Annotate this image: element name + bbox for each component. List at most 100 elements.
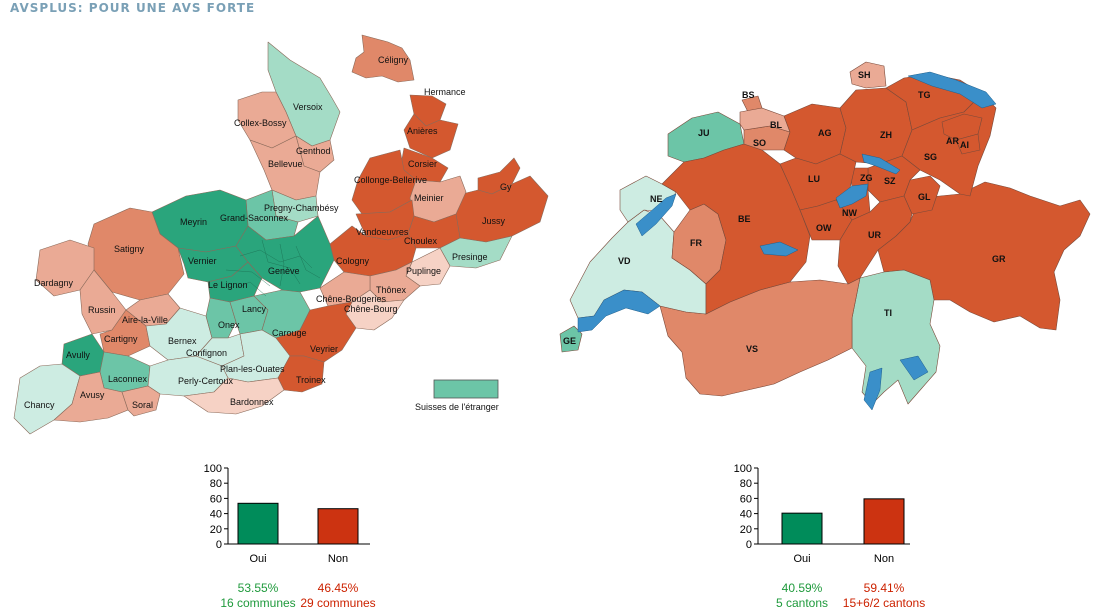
- commune-laconnex[interactable]: [99, 351, 151, 393]
- canton-ti[interactable]: [851, 269, 941, 405]
- label-le-lignon: Le Lignon: [208, 280, 248, 290]
- commune-soral[interactable]: [121, 385, 161, 417]
- category-label: Oui: [249, 553, 266, 565]
- label-laconnex: Laconnex: [108, 374, 148, 384]
- label-veyrier: Veyrier: [310, 344, 338, 354]
- canton-label-ti: TI: [884, 308, 892, 318]
- label-genthod: Genthod: [296, 146, 331, 156]
- label-aire-la-ville: Aire-la-Ville: [122, 315, 168, 325]
- y-tick-label: 0: [216, 539, 222, 551]
- canton-label-be: BE: [738, 214, 751, 224]
- lake-maggiore: [863, 367, 883, 411]
- y-tick-label: 100: [204, 463, 222, 475]
- canton-ai[interactable]: [955, 133, 981, 155]
- canton-label-sh: SH: [858, 70, 871, 80]
- commune-cologny[interactable]: [329, 225, 417, 277]
- label-hermance: Hermance: [424, 87, 466, 97]
- label-troinex: Troinex: [296, 375, 326, 385]
- label-russin: Russin: [88, 305, 116, 315]
- lake-leman: [577, 289, 661, 333]
- swiss-map: BS SH TG JU BL AG ZH SO AR AI SG ZG LU S…: [559, 61, 1091, 411]
- count-label: 16 communes: [220, 596, 295, 610]
- label-vandoeuvres: Vandoeuvres: [356, 227, 409, 237]
- commune-celigny[interactable]: [351, 34, 415, 83]
- label-choulex: Choulex: [404, 236, 438, 246]
- label-collex-bossy: Collex-Bossy: [234, 118, 287, 128]
- y-tick-label: 100: [734, 463, 752, 475]
- canton-label-ge: GE: [563, 336, 576, 346]
- canton-label-lu: LU: [808, 174, 820, 184]
- y-tick-label: 20: [210, 524, 222, 536]
- canton-sh[interactable]: [849, 61, 887, 89]
- label-presinge: Presinge: [452, 252, 488, 262]
- y-tick-label: 20: [740, 524, 752, 536]
- canton-ur[interactable]: [837, 195, 913, 285]
- label-meyrin: Meyrin: [180, 217, 207, 227]
- count-label: 5 cantons: [776, 596, 828, 610]
- canton-label-nw: NW: [842, 208, 857, 218]
- canton-label-ow: OW: [816, 223, 832, 233]
- canton-label-bl: BL: [770, 120, 782, 130]
- commune-bellevue[interactable]: [249, 135, 321, 201]
- label-anieres: Anières: [407, 126, 438, 136]
- label-meinier: Meinier: [414, 193, 444, 203]
- commune-anieres[interactable]: [403, 113, 459, 159]
- commune-presinge[interactable]: [439, 235, 513, 269]
- canton-label-ur: UR: [868, 230, 881, 240]
- label-confignon: Confignon: [186, 348, 227, 358]
- label-bellevue: Bellevue: [268, 159, 303, 169]
- canton-label-gl: GL: [918, 192, 931, 202]
- percent-label: 40.59%: [782, 581, 823, 595]
- label-cologny: Cologny: [336, 256, 370, 266]
- canton-zh[interactable]: [839, 87, 913, 165]
- canton-bl[interactable]: [739, 107, 791, 133]
- label-pregny-chambesy: Pregny-Chambésy: [264, 203, 339, 213]
- label-geneve: Genève: [268, 266, 300, 276]
- commune-choulex[interactable]: [407, 213, 461, 249]
- bar-non: [863, 498, 905, 545]
- label-thonex: Thônex: [376, 285, 407, 295]
- canton-label-sz: SZ: [884, 176, 896, 186]
- label-satigny: Satigny: [114, 244, 145, 254]
- label-chancy: Chancy: [24, 400, 55, 410]
- label-plan-les-ouates: Plan-les-Ouates: [220, 364, 285, 374]
- canton-label-vd: VD: [618, 256, 631, 266]
- canton-label-zh: ZH: [880, 130, 892, 140]
- page-title: AVSPLUS: POUR UNE AVS FORTE: [10, 1, 256, 15]
- canton-ge[interactable]: [559, 325, 583, 353]
- canton-ag[interactable]: [783, 103, 847, 165]
- y-tick-label: 40: [210, 509, 222, 521]
- y-tick-label: 0: [746, 539, 752, 551]
- label-carouge: Carouge: [272, 328, 307, 338]
- lake-lucerne: [835, 183, 869, 209]
- canton-label-ar: AR: [946, 136, 959, 146]
- label-bardonnex: Bardonnex: [230, 397, 274, 407]
- count-label: 29 communes: [300, 596, 375, 610]
- legend-swatch: [433, 379, 499, 399]
- y-tick-label: 80: [740, 478, 752, 490]
- label-celigny: Céligny: [378, 55, 409, 65]
- label-perly-certoux: Perly-Certoux: [178, 376, 234, 386]
- commune-chancy[interactable]: [13, 363, 81, 435]
- label-onex: Onex: [218, 320, 240, 330]
- lake-lugano: [899, 355, 929, 381]
- commune-bardonnex[interactable]: [183, 377, 285, 415]
- canton-label-ju: JU: [698, 128, 710, 138]
- canton-label-so: SO: [753, 138, 766, 148]
- lake-thun: [759, 241, 799, 257]
- count-label: 15+6/2 cantons: [843, 596, 925, 610]
- commune-troinex[interactable]: [277, 355, 325, 393]
- label-vernier: Vernier: [188, 256, 217, 266]
- label-dardagny: Dardagny: [34, 278, 74, 288]
- canton-label-fr: FR: [690, 238, 702, 248]
- canton-label-zg: ZG: [860, 173, 873, 183]
- commune-avusy[interactable]: [53, 371, 129, 423]
- canton-label-sg: SG: [924, 152, 937, 162]
- label-versoix: Versoix: [293, 102, 323, 112]
- commune-geneve[interactable]: [235, 215, 335, 293]
- canton-label-bs: BS: [742, 90, 755, 100]
- canton-label-ne: NE: [650, 194, 663, 204]
- commune-veyrier[interactable]: [275, 301, 357, 363]
- label-avusy: Avusy: [80, 390, 105, 400]
- label-bernex: Bernex: [168, 336, 197, 346]
